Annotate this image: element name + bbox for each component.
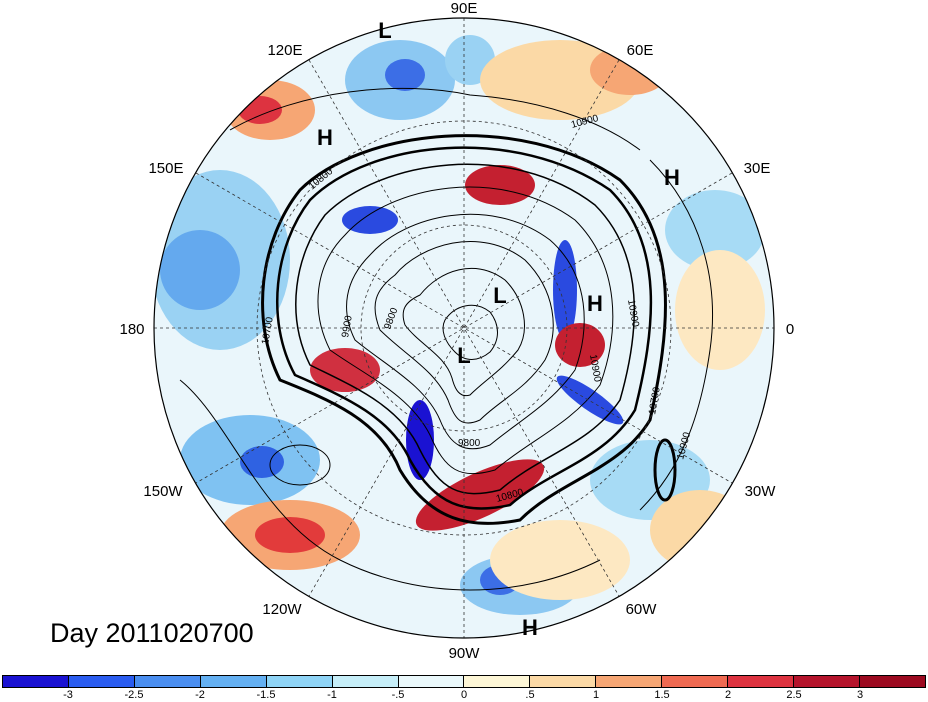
colorbar-segment (332, 676, 399, 687)
lon-label-30w: 30W (745, 483, 777, 500)
colorbar-tick-label: -3 (63, 689, 73, 701)
colorbar-tick-label: -1.5 (256, 689, 276, 701)
low-marker: L (378, 18, 391, 43)
colorbar (2, 675, 926, 688)
colorbar-tick-label: -1 (327, 689, 337, 701)
contour-label: 9900 (340, 314, 355, 338)
colorbar-tick-labels: -3 -2.5 -2 -1.5 -1 -.5 0 .5 1 1.5 2 2.5 3 (2, 689, 926, 702)
colorbar-segment (859, 676, 925, 687)
colorbar-segment (596, 676, 663, 687)
longitude-labels: 90E 60E 30E 0 30W 60W 90W 120W 150W 180 … (119, 0, 794, 662)
lon-label-60w: 60W (626, 601, 658, 618)
colorbar-tick-label: -2.5 (124, 689, 144, 701)
colorbar-segment (134, 676, 201, 687)
colorbar-tick-label: .5 (525, 689, 535, 701)
colorbar-segment (530, 676, 597, 687)
pressure-system-markers: L H H L H L H (317, 18, 680, 640)
graticule (154, 18, 774, 638)
colorbar-tick-label: -.5 (391, 689, 405, 701)
colorbar-segment (464, 676, 531, 687)
high-marker: H (587, 291, 603, 316)
colorbar-segment (398, 676, 465, 687)
colorbar-tick-label: 1 (592, 689, 600, 701)
colorbar-segment (728, 676, 795, 687)
low-marker: L (493, 283, 506, 308)
lon-label-150w: 150W (143, 483, 183, 500)
geopotential-contours (179, 87, 713, 591)
colorbar-tick-label: 2.5 (786, 689, 802, 701)
colorbar-segment (200, 676, 267, 687)
colorbar-tick-label: 3 (856, 689, 864, 701)
lon-label-90e: 90E (451, 0, 478, 17)
lon-label-60e: 60E (627, 42, 654, 59)
contour-label: 10900 (625, 299, 641, 329)
high-marker: H (522, 615, 538, 640)
map-boundary (153, 17, 775, 639)
lon-label-90w: 90W (449, 645, 481, 662)
contour-label: 10700 (647, 386, 663, 416)
plot-title: Day 2011020700 (50, 618, 254, 648)
high-marker: H (317, 125, 333, 150)
contour-label: 10700 (260, 316, 276, 346)
low-marker: L (457, 343, 470, 368)
colorbar-segment (68, 676, 135, 687)
colorbar-segment (266, 676, 333, 687)
high-marker: H (664, 165, 680, 190)
lon-label-30e: 30E (744, 160, 771, 177)
colorbar-tick-label: 0 (460, 689, 468, 701)
contour-label: 9800 (458, 438, 481, 449)
lon-label-120w: 120W (262, 601, 302, 618)
anomaly-field (154, 18, 774, 638)
lon-label-0: 0 (786, 321, 794, 338)
lon-label-120e: 120E (267, 42, 302, 59)
colorbar-segment (3, 676, 69, 687)
contour-label: 10900 (587, 354, 603, 384)
lon-label-150e: 150E (148, 160, 183, 177)
colorbar-segment (662, 676, 729, 687)
colorbar-tick-label: -2 (195, 689, 205, 701)
lon-label-180: 180 (119, 321, 144, 338)
colorbar-segment (794, 676, 860, 687)
colorbar-tick-label: 1.5 (654, 689, 670, 701)
colorbar-tick-label: 2 (724, 689, 732, 701)
